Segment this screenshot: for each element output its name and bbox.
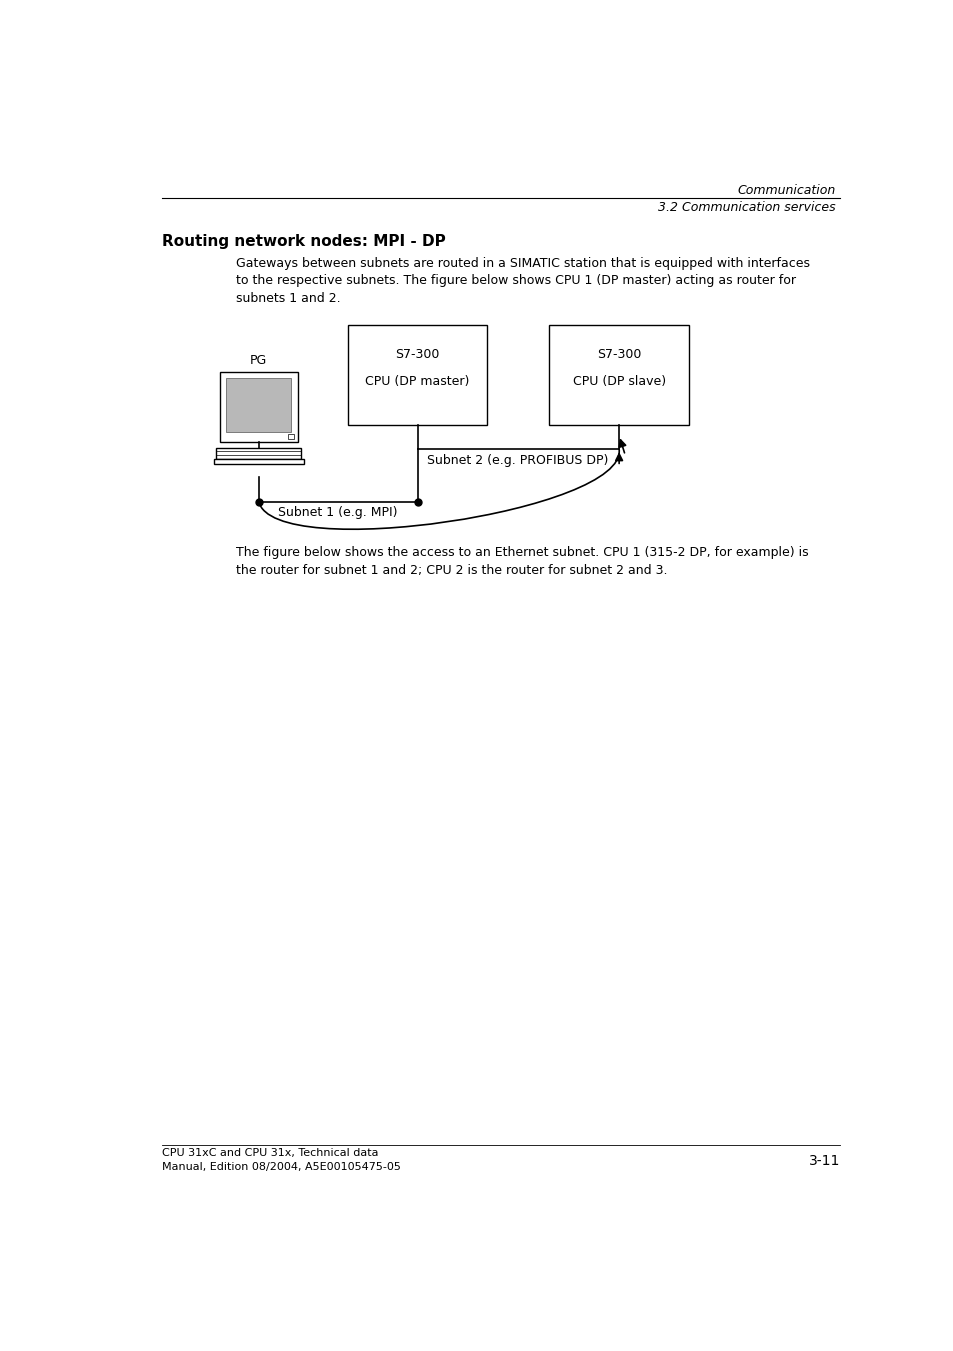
- Text: S7-300: S7-300: [395, 347, 439, 361]
- Bar: [348, 324, 487, 424]
- Text: PG: PG: [250, 354, 267, 367]
- Text: The figure below shows the access to an Ethernet subnet. CPU 1 (315-2 DP, for ex: The figure below shows the access to an …: [235, 546, 807, 577]
- Bar: [549, 324, 688, 424]
- Text: Subnet 2 (e.g. PROFIBUS DP): Subnet 2 (e.g. PROFIBUS DP): [427, 454, 608, 467]
- Bar: [288, 434, 294, 439]
- Bar: [213, 458, 303, 463]
- Text: CPU (DP slave): CPU (DP slave): [572, 374, 665, 388]
- Text: S7-300: S7-300: [597, 347, 640, 361]
- Text: 3.2 Communication services: 3.2 Communication services: [658, 201, 835, 215]
- Text: CPU 31xC and CPU 31x, Technical data: CPU 31xC and CPU 31x, Technical data: [162, 1148, 378, 1159]
- Text: Routing network nodes: MPI - DP: Routing network nodes: MPI - DP: [162, 234, 445, 249]
- Bar: [220, 373, 297, 442]
- Text: Manual, Edition 08/2004, A5E00105475-05: Manual, Edition 08/2004, A5E00105475-05: [162, 1162, 400, 1171]
- Text: 3-11: 3-11: [808, 1154, 840, 1167]
- Text: Subnet 1 (e.g. MPI): Subnet 1 (e.g. MPI): [278, 507, 397, 519]
- Bar: [216, 447, 301, 458]
- Text: Gateways between subnets are routed in a SIMATIC station that is equipped with i: Gateways between subnets are routed in a…: [235, 257, 809, 305]
- Text: CPU (DP master): CPU (DP master): [365, 374, 469, 388]
- Text: Communication: Communication: [737, 185, 835, 197]
- Bar: [226, 378, 291, 431]
